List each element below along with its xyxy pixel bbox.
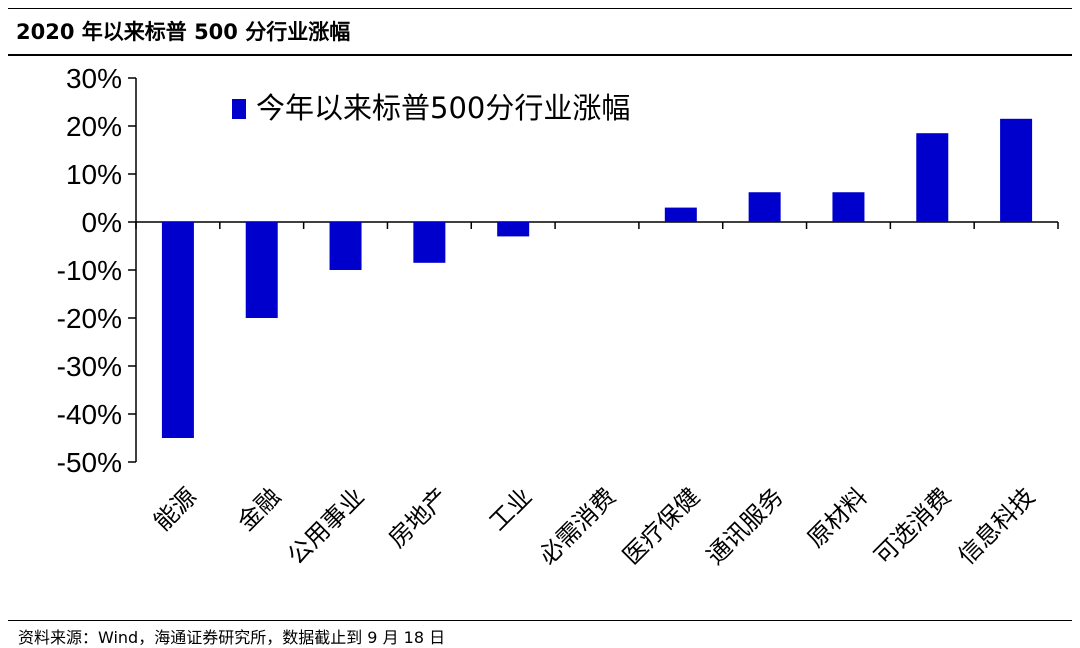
category-label: 通讯服务 xyxy=(701,482,789,570)
y-tick-label: 30% xyxy=(66,63,122,94)
title-rule xyxy=(8,54,1072,56)
bar xyxy=(664,207,697,222)
category-label: 公用事业 xyxy=(282,482,370,570)
legend-label: 今年以来标普500分行业涨幅 xyxy=(256,91,630,125)
category-label: 可选消费 xyxy=(869,482,957,570)
bar xyxy=(329,222,362,270)
top-rule xyxy=(8,8,1072,9)
y-tick-label: -10% xyxy=(57,255,122,286)
bar xyxy=(916,133,949,222)
bar xyxy=(161,222,194,438)
bar xyxy=(1000,118,1033,222)
category-label: 必需消费 xyxy=(534,482,622,570)
legend: 今年以来标普500分行业涨幅 xyxy=(232,91,630,125)
bar xyxy=(497,222,530,237)
source-note: 资料来源：Wind，海通证券研究所，数据截止到 9 月 18 日 xyxy=(18,628,446,647)
category-label: 原材料 xyxy=(802,482,873,553)
category-label: 医疗保健 xyxy=(617,482,705,570)
y-tick-label: -30% xyxy=(57,351,122,382)
category-label: 能源 xyxy=(148,482,202,536)
legend-swatch xyxy=(232,99,246,119)
y-tick-label: 20% xyxy=(66,111,122,142)
y-tick-label: 10% xyxy=(66,159,122,190)
category-label: 工业 xyxy=(484,482,538,536)
bars xyxy=(161,118,1033,438)
bar xyxy=(748,192,781,222)
bar xyxy=(413,222,446,263)
chart-title: 2020 年以来标普 500 分行业涨幅 xyxy=(16,20,351,44)
bottom-rule xyxy=(8,620,1072,621)
y-tick-label: -20% xyxy=(57,303,122,334)
y-tick-label: -40% xyxy=(57,399,122,430)
category-label: 金融 xyxy=(232,482,286,536)
y-tick-labels: 30% 20% 10% 0% -10% -20% -30% -40% -50% xyxy=(57,63,122,478)
bar xyxy=(832,192,865,222)
category-label: 房地产 xyxy=(383,482,454,553)
y-tick-label: 0% xyxy=(82,207,122,238)
bar-chart: 30% 20% 10% 0% -10% -20% -30% -40% -50% 能源 金融公用事业… xyxy=(57,63,1059,570)
y-tick-label: -50% xyxy=(57,447,122,478)
category-label: 信息科技 xyxy=(953,482,1041,570)
bar xyxy=(245,222,278,318)
